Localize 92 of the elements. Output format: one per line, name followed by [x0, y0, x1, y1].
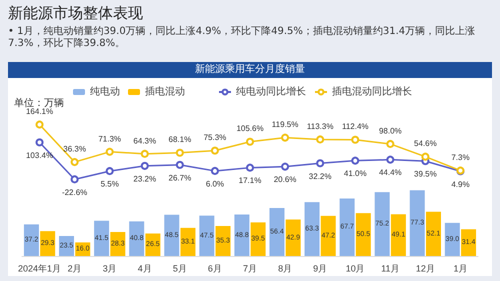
bar [24, 224, 39, 256]
bar [286, 220, 301, 256]
point [386, 156, 394, 164]
x-tick-label: 2024年1月 [18, 264, 62, 274]
x-tick-label: 6月 [208, 264, 222, 274]
point [176, 148, 184, 157]
x-tick-label: 9月 [313, 264, 328, 274]
data-label: 39.5% [414, 170, 437, 179]
text: 单位：万辆 [14, 96, 64, 109]
point [140, 162, 149, 170]
legend-label: 纯电动 [90, 86, 120, 98]
x-tick-label: 7月 [242, 264, 258, 274]
x-tick-label: 2月 [68, 264, 82, 274]
data-label: 36.3% [63, 144, 86, 154]
point [210, 166, 219, 175]
bar [40, 231, 56, 256]
point [36, 138, 44, 146]
x-tick-label: 12月 [416, 264, 435, 274]
data-label: 71.3% [98, 134, 122, 144]
data-label: 5.5% [100, 180, 119, 189]
data-label: 6.0% [206, 179, 224, 188]
point [140, 150, 149, 158]
bar [390, 214, 406, 256]
legend-label: 插电混动 [145, 86, 185, 98]
point [351, 136, 360, 144]
text: 新能源市场整体表现 [8, 4, 144, 23]
data-label: 20.6% [274, 175, 296, 184]
bar [426, 212, 441, 256]
bar [94, 220, 110, 256]
data-label: 103.4% [26, 150, 54, 160]
bar [234, 214, 250, 256]
bar [320, 216, 336, 256]
bar [356, 213, 371, 256]
bar [444, 222, 460, 256]
data-label: 75.3% [204, 133, 226, 142]
text: • 1月，纯电动销量约39.0万辆，同比上涨4.9%，环比下降49.5%；插电混动销量约31.4万辆，同比上涨7.3%，环比下降39.8%。 [8, 26, 476, 50]
point [421, 152, 430, 161]
data-label: 44.4% [378, 168, 402, 178]
bar [129, 221, 144, 256]
data-label: 41.0% [344, 169, 367, 178]
data-label: 54.6% [414, 139, 437, 148]
bar [410, 190, 425, 256]
bar [340, 198, 355, 256]
bar [180, 228, 196, 256]
data-label: 7.3% [451, 153, 470, 162]
bar [164, 214, 180, 256]
data-label: -22.6% [62, 188, 88, 197]
x-tick-label: 4月 [138, 264, 152, 274]
point [246, 164, 254, 172]
point [316, 135, 324, 144]
data-label: 26.7% [168, 173, 192, 182]
bar [461, 229, 476, 256]
data-label: 164.1% [26, 107, 54, 116]
point [36, 120, 44, 129]
point [176, 160, 184, 169]
point [210, 146, 219, 155]
point [106, 167, 114, 176]
bar [374, 192, 390, 256]
legend-label: 插电混动同比增长 [332, 86, 412, 98]
data-label: 64.3% [133, 136, 156, 146]
data-label: 113.3% [306, 122, 334, 131]
point [70, 158, 79, 166]
data-label: 4.9% [451, 180, 470, 189]
bar [216, 226, 231, 256]
bar [269, 208, 284, 256]
data-label: 68.1% [168, 135, 192, 144]
bar [304, 202, 320, 256]
point [386, 140, 394, 148]
x-tick-label: 8月 [278, 264, 292, 274]
point [316, 159, 324, 168]
bar [250, 222, 266, 256]
text: 新能源乘用车分月度销量 [8, 62, 492, 78]
data-label: 17.1% [238, 176, 262, 186]
data-label: 119.5% [272, 120, 298, 130]
legend-label: 纯电动同比增长 [236, 86, 306, 98]
point [106, 148, 114, 156]
x-tick-label: 10月 [346, 264, 365, 274]
x-tick-label: 3月 [102, 264, 117, 274]
bar [199, 216, 214, 256]
data-label: 98.0% [378, 126, 402, 136]
data-label: 32.2% [308, 172, 332, 181]
x-tick-label: 1月 [453, 264, 468, 274]
x-tick-label: 5月 [172, 264, 187, 274]
point [281, 162, 290, 171]
x-tick-label: 11月 [381, 264, 400, 274]
data-label: 23.2% [133, 174, 156, 184]
point [70, 175, 79, 184]
data-label: 112.4% [342, 122, 369, 132]
point [281, 134, 290, 142]
point [246, 138, 254, 146]
data-label: 105.6% [236, 124, 264, 134]
point [351, 156, 360, 165]
